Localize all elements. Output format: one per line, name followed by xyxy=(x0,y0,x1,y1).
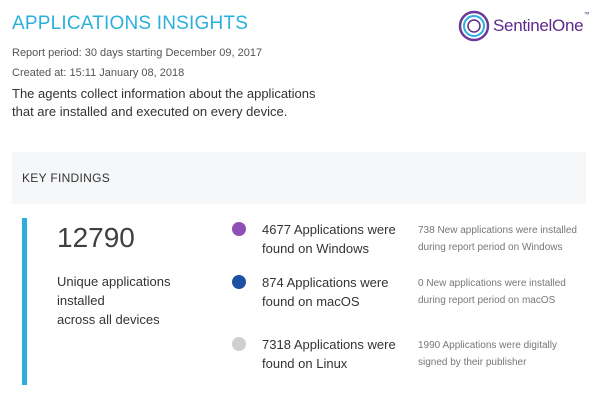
created-at: Created at: 15:11 January 08, 2018 xyxy=(12,67,185,79)
report-period: Report period: 30 days starting December… xyxy=(12,47,263,59)
unique-label-line: installed xyxy=(57,293,105,308)
page-title: APPLICATIONS INSIGHTS xyxy=(12,13,249,34)
linux-dot-icon xyxy=(232,337,246,351)
logo-text: SentinelOne xyxy=(493,16,584,35)
linux-note-line: signed by their publisher xyxy=(418,357,527,368)
logo-wordmark: SentinelOne ™ xyxy=(493,12,590,36)
linux-count-line: 7318 Applications were xyxy=(262,337,396,352)
macos-note-line: during report period on macOS xyxy=(418,295,556,306)
sentinelone-logo: SentinelOne ™ xyxy=(458,9,593,43)
windows-note-line: 738 New applications were installed xyxy=(418,225,577,236)
macos-count-text: 874 Applications were found on macOS xyxy=(262,273,412,311)
description-line: that are installed and executed on every… xyxy=(12,104,288,119)
linux-count-text: 7318 Applications were found on Linux xyxy=(262,335,412,373)
windows-count-line: found on Windows xyxy=(262,241,369,256)
macos-note-line: 0 New applications were installed xyxy=(418,278,566,289)
unique-applications-label: Unique applications installed across all… xyxy=(57,272,207,329)
linux-note-line: 1990 Applications were digitally xyxy=(418,340,557,351)
macos-note-text: 0 New applications were installed during… xyxy=(418,275,603,309)
sentinelone-logo-icon xyxy=(458,10,490,42)
macos-count-line: found on macOS xyxy=(262,294,360,309)
linux-count-line: found on Linux xyxy=(262,356,348,371)
linux-note-text: 1990 Applications were digitally signed … xyxy=(418,337,603,371)
report-description: The agents collect information about the… xyxy=(12,85,342,121)
windows-note-text: 738 New applications were installed duri… xyxy=(418,222,603,256)
description-line: The agents collect information about the… xyxy=(12,86,316,101)
accent-bar xyxy=(22,218,27,385)
key-findings-title: KEY FINDINGS xyxy=(22,171,111,185)
unique-label-line: Unique applications xyxy=(57,274,171,289)
windows-count-text: 4677 Applications were found on Windows xyxy=(262,220,412,258)
windows-note-line: during report period on Windows xyxy=(418,242,563,253)
macos-count-line: 874 Applications were xyxy=(262,275,389,290)
key-findings-header: KEY FINDINGS xyxy=(12,152,586,204)
logo-trademark: ™ xyxy=(583,12,590,18)
unique-label-line: across all devices xyxy=(57,312,160,327)
windows-count-line: 4677 Applications were xyxy=(262,222,396,237)
windows-dot-icon xyxy=(232,222,246,236)
unique-applications-count: 12790 xyxy=(57,222,135,253)
macos-dot-icon xyxy=(232,275,246,289)
